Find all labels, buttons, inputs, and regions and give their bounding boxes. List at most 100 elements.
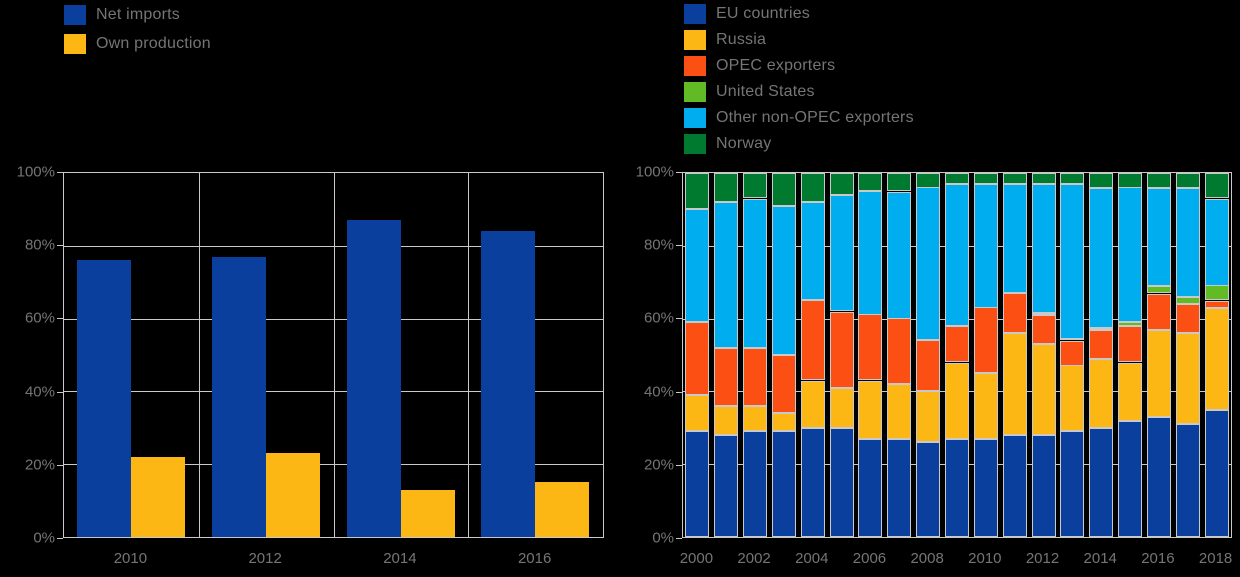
stacked-bar-segment [772,173,796,206]
grouped-bar-plot-area [63,172,604,538]
stacked-bar-segment [974,307,998,373]
net-imports-swatch [64,5,86,25]
eu-countries-swatch [684,4,706,24]
x-tick-label: 2010 [968,550,1002,567]
norway-swatch [684,134,706,154]
y-tick-label: 60% [24,309,55,327]
stacked-bar-segment [858,173,882,191]
x-tick-label: 2002 [737,550,771,567]
y-tick-label: 100% [635,163,674,181]
y-tick-mark [676,318,682,319]
stacked-bar-segment [1060,431,1084,537]
stacked-bar-segment [1089,428,1113,537]
stacked-bar-segment [887,192,911,319]
stacked-bar-segment [945,326,969,362]
stacked-bar-segment [1118,187,1142,322]
stacked-bar-segment [1147,417,1171,537]
stacked-bar-segment [1205,410,1229,537]
russia-swatch [684,30,706,50]
bar-secondary [535,482,589,537]
y-tick-mark [676,172,682,173]
stacked-bar-segment [1147,294,1171,330]
y-tick-mark [676,538,682,539]
y-tick-label: 60% [643,309,674,327]
stacked-bar-segment [772,206,796,355]
net-imports-label: Net imports [96,6,180,23]
gridline [334,173,335,537]
y-tick-label: 80% [643,236,674,254]
stacked-bar-segment [1176,173,1200,188]
stacked-bar-segment [1003,435,1027,537]
stacked-bar-segment [830,388,854,428]
legend-item-eu-countries: EU countries [684,3,914,25]
stacked-bar-segment [801,202,825,300]
stacked-bar-segment [916,391,940,442]
stacked-bar-segment [974,439,998,537]
y-tick-mark [57,245,63,246]
stacked-bar-segment [887,318,911,384]
x-tick-label: 2008 [910,550,944,567]
stacked-bar-segment [1176,333,1200,424]
united-states-swatch [684,82,706,102]
bar-primary [481,231,535,537]
stacked-bar-segment [830,173,854,195]
stacked-bar-segment [1032,173,1056,184]
y-tick-mark [676,245,682,246]
x-tick-label: 2000 [679,550,714,567]
gridline [64,319,603,320]
stacked-bar-segment [1003,333,1027,435]
x-tick-label: 2012 [1025,550,1060,567]
y-tick-label: 100% [16,163,55,181]
legend-item-norway: Norway [684,133,914,155]
stacked-bar-segment [830,428,854,537]
gridline [64,464,603,465]
legend-item-opec-exporters: OPEC exporters [684,55,914,77]
stacked-bar-segment [858,314,882,380]
stacked-bar-segment [916,173,940,188]
stacked-bar-segment [743,406,767,431]
y-tick-label: 0% [652,529,674,547]
stacked-bar-segment [1003,293,1027,333]
stacked-bar-plot-area [682,172,1232,538]
y-tick-mark [57,172,63,173]
stacked-bar-segment [1089,330,1113,359]
stacked-bar-segment [1089,359,1113,428]
x-tick-label: 2016 [517,550,552,567]
stacked-bar-segment [858,381,882,439]
stacked-bar-segment [945,363,969,439]
gridline [64,391,603,392]
stacked-bar-segment [1060,184,1084,339]
opec-exporters-label: OPEC exporters [716,57,836,74]
stacked-bar-segment [1060,173,1084,184]
stacked-bar-segment [1205,173,1229,198]
stacked-bar-segment [1205,199,1229,286]
stacked-bar-segment [1060,341,1084,366]
stacked-bar-segment [1205,301,1229,308]
stacked-bar-segment [974,184,998,308]
stacked-bar-segment [1089,188,1113,328]
eu-countries-label: EU countries [716,5,810,22]
stacked-bar-segment [1147,173,1171,188]
stacked-bar-segment [1118,322,1142,326]
stacked-bar-segment [1089,328,1113,330]
stacked-bar-segment [1003,184,1027,293]
stacked-bar-segment [801,381,825,428]
stacked-bar-segment [685,322,709,395]
opec-exporters-swatch [684,56,706,76]
stacked-bar-segment [1147,286,1171,293]
stacked-bar-segment [772,413,796,431]
legend-item-russia: Russia [684,29,914,51]
y-tick-mark [676,465,682,466]
legend-item-net-imports: Net imports [64,4,211,26]
x-tick-label: 2012 [248,550,282,567]
y-tick-label: 40% [643,383,674,401]
bar-secondary [131,457,185,537]
y-tick-label: 20% [643,456,674,474]
stacked-bar-segment [916,442,940,537]
y-tick-label: 20% [24,456,55,474]
other-non-opec-label: Other non-OPEC exporters [716,109,914,126]
stacked-bar-segment [1118,363,1142,421]
united-states-label: United States [716,83,815,100]
bar-primary [347,220,401,537]
